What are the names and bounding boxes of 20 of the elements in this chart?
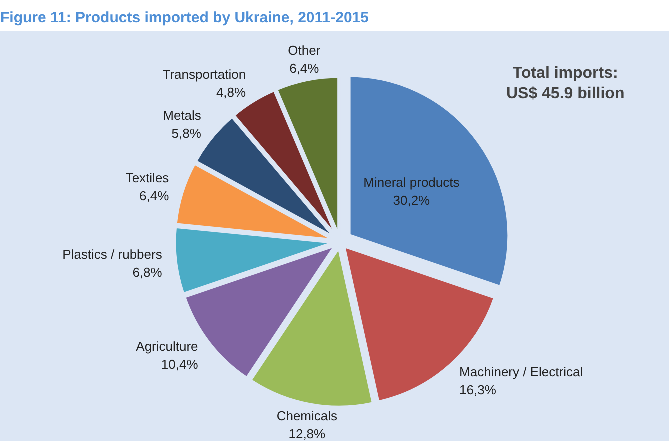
chart-title: Figure 11: Products imported by Ukraine, 2011-2015 [0,10,369,26]
data-label: 4,8% [216,85,247,100]
slice-label: Plastics / rubbers [62,246,163,262]
slice-label: Mineral products [364,174,460,190]
slice-label: Metals [163,108,202,123]
data-label: 12,8% [288,426,326,441]
slice-label: Transportation [162,67,246,82]
slice-label: Machinery / Electrical [460,364,584,380]
slice-label: Agriculture [136,339,198,354]
data-label: 5,8% [172,126,202,141]
data-label: 6,4% [290,61,320,76]
data-label: 30,2% [393,192,431,208]
data-label: 10,4% [161,357,199,372]
text: Total imports: US$ 45.9 billion [506,65,625,102]
slice-label: Chemicals [276,408,338,424]
data-label: 6,8% [132,264,163,280]
slice-label: Textiles [126,170,170,186]
slice-label: Other [288,43,322,58]
data-label: 6,4% [140,188,170,204]
data-label: 16,3% [460,382,497,398]
